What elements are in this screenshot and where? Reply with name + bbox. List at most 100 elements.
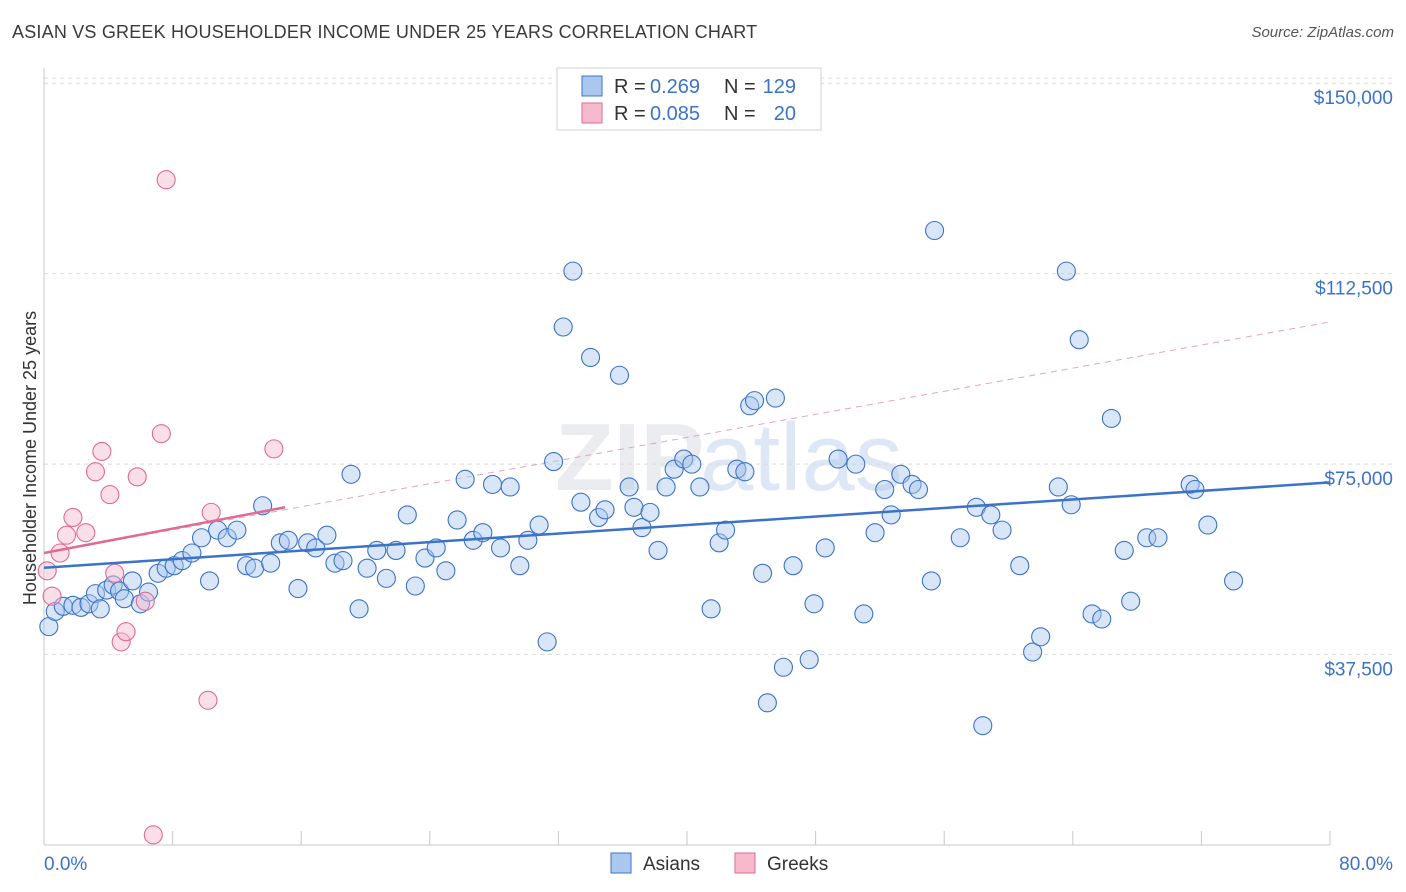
y-tick-label: $112,500	[1315, 279, 1393, 300]
asian-point	[217, 528, 237, 548]
asian-point	[640, 502, 660, 522]
greek-point	[42, 586, 62, 606]
asian-point	[1048, 477, 1068, 497]
y-tick-label: $75,000	[1324, 469, 1393, 490]
greek-point	[50, 543, 70, 563]
asian-point	[85, 584, 105, 604]
asian-point	[908, 479, 929, 500]
stats-legend-asian-swatch	[581, 75, 603, 97]
greek-point	[85, 462, 105, 482]
stats-legend-r-label-greek: R =	[614, 103, 646, 125]
x-ticks	[43, 831, 1331, 845]
asian-point	[317, 525, 337, 545]
asian-point	[1185, 479, 1205, 500]
x-tick-label-min: 0.0%	[44, 854, 87, 875]
series-legend-asian-swatch[interactable]	[610, 852, 632, 874]
asian-point	[490, 538, 511, 558]
asian-point	[482, 474, 503, 494]
y-tick-label: $37,500	[1324, 660, 1393, 681]
greek-point	[63, 507, 83, 527]
asian-point	[854, 604, 874, 624]
asian-point	[563, 261, 583, 281]
asian-point	[405, 576, 425, 596]
asian-point	[544, 452, 564, 472]
greek-point	[135, 591, 155, 611]
trend-lines	[43, 321, 1331, 554]
greek-points	[37, 170, 284, 845]
asian-point	[357, 558, 377, 578]
asian-point	[200, 571, 220, 591]
asian-point	[682, 454, 702, 474]
asian-point	[79, 594, 99, 614]
asian-trend-line	[43, 481, 1331, 569]
asian-point	[846, 454, 866, 474]
asian-point	[902, 474, 922, 494]
greek-point	[92, 441, 112, 461]
asian-point	[765, 388, 785, 408]
asian-point	[648, 540, 668, 561]
asian-point	[426, 538, 446, 558]
asian-point	[783, 556, 803, 576]
asian-point	[1010, 556, 1030, 576]
asian-point	[1023, 642, 1043, 662]
asian-point	[333, 551, 353, 571]
chart-title: ASIAN VS GREEK HOUSEHOLDER INCOME UNDER …	[12, 22, 758, 42]
asian-point	[865, 523, 885, 543]
asian-points	[39, 220, 1244, 736]
asian-point	[278, 530, 298, 550]
asian-point	[1137, 528, 1157, 548]
asian-point	[709, 533, 729, 553]
asian-point	[753, 563, 773, 583]
asian-point	[1148, 528, 1168, 548]
asian-point	[656, 477, 676, 497]
asian-point	[828, 449, 848, 469]
greek-point	[111, 632, 131, 652]
asian-point	[921, 571, 941, 591]
asian-point	[716, 520, 736, 540]
greek-point	[156, 170, 176, 190]
series-legend-greek-label[interactable]: Greeks	[767, 854, 828, 875]
asian-point	[595, 500, 615, 520]
asian-point	[950, 528, 970, 548]
greek-trend-extension	[43, 321, 1331, 554]
asian-point	[624, 497, 644, 517]
asian-point	[1056, 261, 1076, 281]
series-legend-greek-swatch[interactable]	[734, 852, 756, 874]
asian-point	[510, 556, 530, 576]
asian-point	[261, 553, 281, 573]
stats-legend-r-asian: 0.269	[650, 76, 700, 98]
stats-legend-n-label-asian: N =	[724, 76, 756, 98]
y-tick-label: $150,000	[1314, 88, 1393, 109]
asian-point	[589, 507, 609, 527]
asian-point	[376, 568, 396, 588]
asian-point	[341, 464, 361, 484]
stats-legend-n-greek: 20	[774, 103, 796, 125]
asian-point	[609, 365, 630, 385]
watermark-atlas: atlas	[700, 404, 903, 511]
greek-point	[116, 622, 136, 642]
source-label: Source: ZipAtlas.com	[1251, 24, 1394, 41]
stats-legend: R = 0.269 N = 129 R = 0.085 N = 20	[556, 67, 822, 131]
series-legend-asian-label[interactable]: Asians	[643, 854, 700, 875]
asian-point	[1114, 540, 1134, 561]
greek-point	[151, 424, 171, 444]
asian-point	[799, 650, 819, 670]
x-tick-label-max: 80.0%	[1339, 854, 1393, 875]
asian-point	[500, 477, 520, 497]
asian-point	[815, 538, 835, 558]
asian-point	[227, 520, 247, 540]
asian-point	[90, 599, 110, 619]
greek-point	[143, 825, 163, 845]
asian-point	[325, 553, 345, 573]
asian-point	[537, 632, 557, 652]
asian-point	[529, 515, 549, 535]
asian-point	[925, 220, 945, 241]
asian-point	[973, 716, 993, 736]
asian-point	[992, 520, 1012, 540]
asian-point	[455, 469, 475, 489]
greek-point	[201, 502, 221, 522]
stats-legend-greek-swatch	[581, 102, 603, 124]
asian-point	[1198, 515, 1218, 535]
greek-point	[76, 523, 96, 543]
